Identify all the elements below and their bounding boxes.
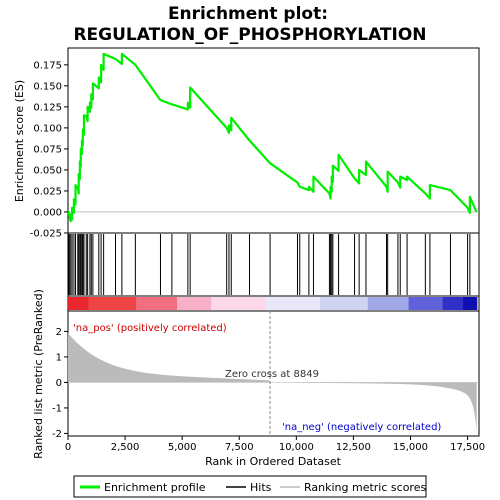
colorbar-segment — [177, 297, 184, 310]
colorbar-segment — [68, 297, 75, 310]
colorbar-segment — [354, 297, 361, 310]
colorbar-segment — [197, 297, 204, 310]
y-tick-label-top: 0.150 — [33, 81, 62, 92]
legend-hits-label: Hits — [250, 481, 272, 494]
colorbar-segment — [347, 297, 354, 310]
colorbar-segment — [75, 297, 82, 310]
colorbar-segment — [225, 297, 232, 310]
colorbar-segment — [252, 297, 259, 310]
colorbar-segment — [157, 297, 164, 310]
colorbar-segment — [422, 297, 429, 310]
y-tick-label-bottom: -1 — [52, 403, 62, 414]
colorbar-segment — [361, 297, 368, 310]
colorbar-segments — [68, 297, 477, 310]
y-tick-label-top: 0.100 — [33, 123, 62, 134]
colorbar-segment — [245, 297, 252, 310]
x-tick-label: 15,000 — [393, 442, 428, 453]
colorbar-segment — [375, 297, 382, 310]
x-tick-label: 0 — [65, 442, 71, 453]
colorbar-segment — [340, 297, 347, 310]
y-tick-label-top: 0.175 — [33, 60, 62, 71]
y-tick-label-bottom: 0 — [56, 378, 62, 389]
colorbar-segment — [211, 297, 218, 310]
x-tick-label: 10,000 — [279, 442, 314, 453]
colorbar-segment — [129, 297, 136, 310]
colorbar-segment — [415, 297, 422, 310]
colorbar-segment — [463, 297, 470, 310]
colorbar-segment — [218, 297, 225, 310]
colorbar-segment — [306, 297, 313, 310]
x-axis-label: Rank in Ordered Dataset — [205, 455, 342, 468]
colorbar-segment — [116, 297, 123, 310]
x-tick-label: 5,000 — [168, 442, 197, 453]
colorbar-segment — [327, 297, 334, 310]
colorbar-segment — [204, 297, 211, 310]
colorbar-segment — [313, 297, 320, 310]
colorbar-segment — [449, 297, 456, 310]
y-tick-label-top: 0.125 — [33, 102, 62, 113]
colorbar-segment — [109, 297, 116, 310]
colorbar-segment — [381, 297, 388, 310]
colorbar-segment — [368, 297, 375, 310]
colorbar-segment — [143, 297, 150, 310]
colorbar-segment — [122, 297, 129, 310]
pos-correlated-label: 'na_pos' (positively correlated) — [73, 323, 227, 334]
colorbar-segment — [388, 297, 395, 310]
x-tick-label: 7,500 — [225, 442, 254, 453]
es-panel — [68, 48, 479, 233]
colorbar-segment — [279, 297, 286, 310]
y-tick-label-bottom: -2 — [52, 429, 62, 440]
x-tick-label: 12,500 — [336, 442, 371, 453]
colorbar-segment — [266, 297, 273, 310]
chart-title-line1: Enrichment plot: — [168, 4, 328, 24]
colorbar-segment — [163, 297, 170, 310]
y-axis-label-top: Enrichment score (ES) — [13, 80, 26, 202]
colorbar-segment — [293, 297, 300, 310]
hits-panel — [68, 233, 479, 296]
colorbar-segment — [238, 297, 245, 310]
colorbar-segment — [409, 297, 416, 310]
y-axis-label-bottom: Ranked list metric (PreRanked) — [32, 289, 45, 459]
colorbar-segment — [470, 297, 477, 310]
y-tick-label-top: 0.000 — [33, 207, 62, 218]
colorbar-segment — [150, 297, 157, 310]
y-tick-label-top: 0.025 — [33, 186, 62, 197]
colorbar-segment — [272, 297, 279, 310]
zero-cross-label: Zero cross at 8849 — [225, 369, 319, 380]
y-tick-label-top: -0.025 — [30, 229, 62, 240]
colorbar-segment — [136, 297, 143, 310]
colorbar-segment — [82, 297, 89, 310]
x-tick-label: 2,500 — [111, 442, 140, 453]
colorbar-segment — [395, 297, 402, 310]
y-tick-label-top: 0.075 — [33, 144, 62, 155]
colorbar-segment — [456, 297, 463, 310]
colorbar-segment — [191, 297, 198, 310]
colorbar-segment — [429, 297, 436, 310]
colorbar-segment — [259, 297, 266, 310]
colorbar-segment — [231, 297, 238, 310]
x-tick-label: 17,500 — [450, 442, 485, 453]
y-tick-label-bottom: 2 — [56, 327, 62, 338]
colorbar-segment — [300, 297, 307, 310]
colorbar-segment — [88, 297, 95, 310]
colorbar-segment — [334, 297, 341, 310]
legend-metric-label: Ranking metric scores — [304, 481, 426, 494]
colorbar-segment — [402, 297, 409, 310]
colorbar-segment — [184, 297, 191, 310]
y-tick-label-top: 0.050 — [33, 165, 62, 176]
y-tick-label-bottom: 1 — [56, 352, 62, 363]
neg-correlated-label: 'na_neg' (negatively correlated) — [282, 422, 441, 433]
colorbar-segment — [443, 297, 450, 310]
chart-title-line2: REGULATION_OF_PHOSPHORYLATION — [73, 25, 426, 45]
colorbar-segment — [320, 297, 327, 310]
colorbar-segment — [95, 297, 102, 310]
colorbar-segment — [102, 297, 109, 310]
colorbar-segment — [436, 297, 443, 310]
colorbar-segment — [286, 297, 293, 310]
colorbar-segment — [170, 297, 177, 310]
legend-enrichment-label: Enrichment profile — [104, 481, 206, 494]
